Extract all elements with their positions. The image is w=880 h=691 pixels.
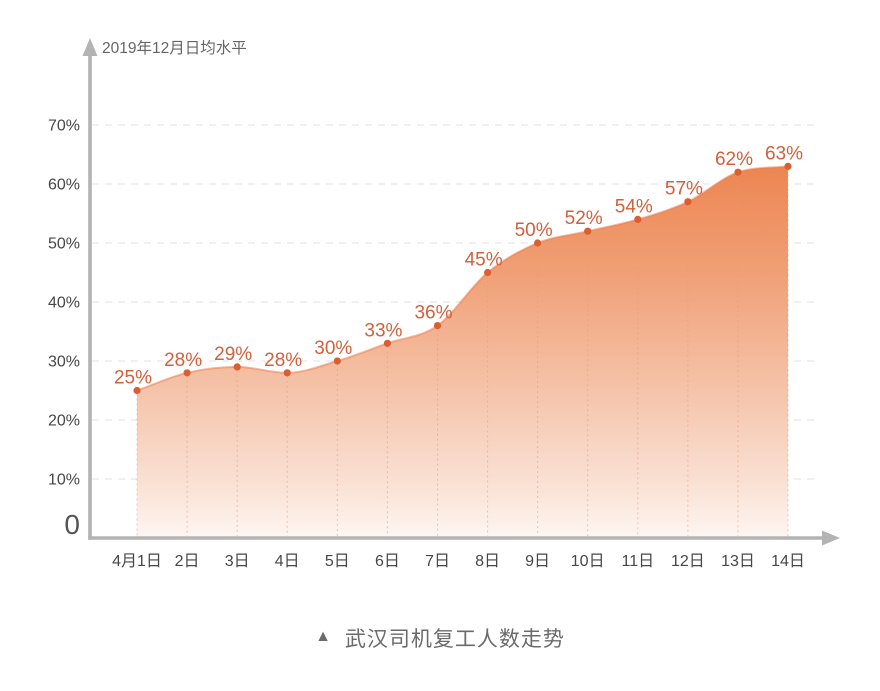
y-tick-label: 60%: [48, 177, 80, 194]
data-point-dot: [534, 239, 542, 247]
data-value-label: 28%: [264, 350, 302, 371]
data-value-label: 25%: [114, 368, 152, 389]
data-point-dot: [283, 369, 291, 377]
x-tick-labels-layer: 4月1日 2日 3日 4日 5日 6日 7日 8日 9日 10日 11日 12日 13日 14日: [112, 553, 805, 570]
area-fill: [137, 166, 788, 539]
data-point-dot: [684, 198, 692, 206]
data-value-label: 28%: [164, 350, 202, 371]
x-tick-label: 11日: [621, 553, 654, 570]
data-point-dot: [233, 363, 241, 371]
data-point-dot: [484, 268, 492, 277]
guide-lines-layer: [136, 169, 789, 536]
y-tick-label: 20%: [48, 413, 80, 430]
data-point-dot: [183, 369, 191, 377]
trend-area-chart: 0 10% 20% 30% 40% 50% 60% 70% 4月1日 2日 3日 4日 5日 6日 7日 8…: [48, 38, 840, 570]
x-tick-label: 9日: [525, 553, 550, 570]
data-value-label: 62%: [715, 149, 753, 170]
data-value-label: 33%: [364, 320, 402, 341]
data-point-dot: [333, 357, 341, 365]
data-value-label: 45%: [465, 250, 503, 271]
data-dots-layer: [133, 162, 792, 395]
x-tick-label: 14日: [771, 553, 805, 570]
trend-line: [136, 165, 789, 392]
y-tick-label: 30%: [48, 354, 80, 371]
caption-text: 武汉司机复工人数走势: [344, 628, 565, 651]
data-point-dot: [433, 322, 442, 330]
triangle-icon: ▲: [315, 628, 332, 645]
x-tick-label: 10日: [571, 553, 605, 570]
x-tick-label: 12日: [671, 553, 705, 570]
x-tick-label: 8日: [475, 553, 500, 570]
data-value-label: 30%: [314, 338, 352, 359]
data-value-label: 63%: [765, 143, 803, 164]
data-labels-layer: 25% 28% 29% 28% 30% 33% 36% 45% 50% 52% 54% 57% 62% 6…: [114, 143, 803, 388]
x-tick-label: 7日: [425, 553, 450, 570]
x-tick-label: 3日: [225, 553, 250, 570]
data-value-label: 54%: [615, 196, 653, 217]
y-tick-labels-layer: 0 10% 20% 30% 40% 50% 60% 70%: [48, 118, 80, 541]
data-point-dot: [584, 227, 592, 235]
x-tick-label: 4月1日: [112, 553, 162, 570]
data-value-label: 57%: [665, 179, 703, 200]
data-point-dot: [734, 168, 742, 176]
y-tick-label: 10%: [48, 472, 80, 489]
x-tick-label: 5日: [325, 553, 350, 570]
data-value-label: 50%: [515, 220, 553, 241]
data-point-dot: [383, 339, 391, 347]
data-value-label: 36%: [414, 303, 452, 324]
area-layer: [136, 165, 789, 539]
y-tick-label: 70%: [48, 118, 80, 135]
axes-layer: [82, 38, 840, 546]
y-axis-arrow-icon: [82, 38, 98, 56]
y-tick-label: 0: [64, 509, 80, 540]
data-point-dot: [784, 162, 792, 170]
y-tick-label: 50%: [48, 236, 80, 253]
data-point-dot: [133, 386, 141, 395]
x-axis-arrow-icon: [822, 530, 840, 546]
chart-caption: ▲ 武汉司机复工人数走势: [0, 623, 880, 653]
x-tick-label: 2日: [175, 553, 200, 570]
y-tick-label: 40%: [48, 295, 80, 312]
y-axis-title: 2019年12月日均水平: [102, 39, 247, 57]
x-tick-label: 13日: [721, 553, 755, 570]
x-tick-label: 4日: [275, 553, 300, 570]
x-tick-label: 6日: [375, 553, 400, 570]
data-value-label: 29%: [214, 344, 252, 365]
data-point-dot: [634, 215, 642, 223]
data-value-label: 52%: [565, 208, 603, 229]
